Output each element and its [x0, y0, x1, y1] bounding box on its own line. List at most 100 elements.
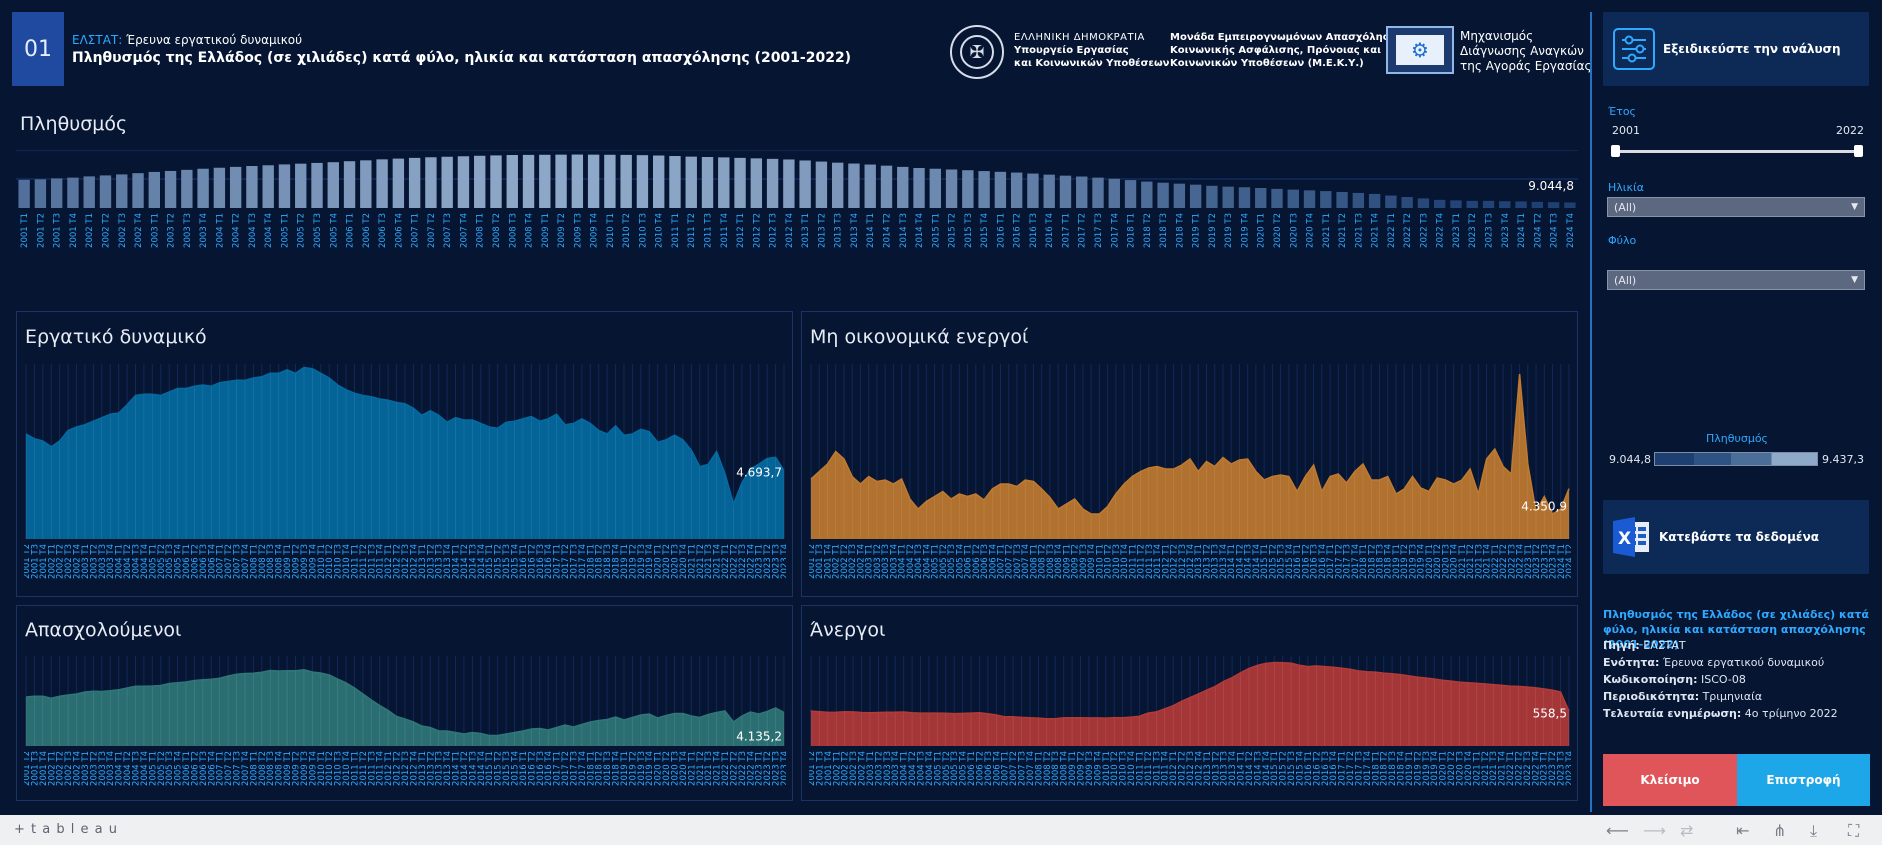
x-tick-label: 2017 T1 [1338, 751, 1348, 786]
x-tick-label: 2011 T4 [1161, 751, 1171, 786]
download-icon[interactable]: ⤓ [1810, 821, 1818, 840]
undo-icon[interactable]: ⟵ [1606, 821, 1629, 840]
bar [246, 166, 258, 208]
bar [229, 166, 242, 208]
x-tick-label: 2003 T1 [150, 213, 160, 248]
x-tick-label: 2011 T4 [1153, 544, 1163, 579]
fullscreen-icon[interactable]: ⛶ [1848, 821, 1860, 840]
ministry-line: ΕΛΛΗΝΙΚΗ ΔΗΜΟΚΡΑΤΙΑ [1014, 32, 1145, 43]
bar [1141, 181, 1153, 208]
info-value: 4ο τρίμηνο 2022 [1741, 707, 1838, 720]
bar [1499, 201, 1511, 208]
x-tick-label: 2009 T3 [1085, 751, 1095, 786]
x-tick-label: 2010 T4 [655, 213, 665, 248]
x-tick-label: 2018 T3 [603, 544, 613, 579]
bar [1547, 202, 1560, 208]
x-tick-label: 2016 T3 [1310, 544, 1320, 579]
info-item: Τελευταία ενημέρωση: 4ο τρίμηνο 2022 [1603, 705, 1873, 722]
sex-dropdown[interactable]: (All) ▼ [1607, 270, 1865, 290]
bar [669, 156, 681, 208]
redo-icon[interactable]: ⟶ [1643, 821, 1666, 840]
x-tick-label: 2012 T1 [1169, 751, 1179, 786]
bar [1173, 183, 1186, 208]
x-tick-label: 2023 T3 [1557, 751, 1567, 786]
x-tick-label: 2014 T4 [477, 751, 487, 786]
download-data-button[interactable]: X Κατεβάστε τα δεδομένα [1603, 500, 1869, 574]
x-tick-label: 2023 T1 [755, 751, 765, 786]
x-tick-label: 2011 T3 [1145, 544, 1155, 579]
x-tick-label: 2006 T3 [984, 751, 994, 786]
x-tick-label: 2020 T2 [1273, 213, 1283, 248]
year-slider-min-handle[interactable] [1611, 145, 1620, 157]
back-button[interactable]: Επιστροφή [1737, 754, 1870, 806]
x-tick-label: 2002 T1 [47, 544, 57, 579]
x-tick-label: 2022 T4 [1531, 751, 1541, 786]
x-tick-label: 2016 T4 [544, 544, 554, 579]
x-tick-label: 2023 T3 [1540, 544, 1550, 579]
x-tick-label: 2002 T2 [101, 213, 111, 248]
x-tick-label: 2009 T3 [573, 213, 583, 248]
x-tick-label: 2003 T3 [183, 213, 193, 248]
refine-analysis-button[interactable]: Εξειδικεύστε την ανάλυση [1603, 12, 1869, 86]
inactive-chart-title: Μη οικονομικά ενεργοί [810, 326, 1029, 348]
x-tick-label: 2004 T1 [898, 544, 908, 579]
x-tick-label: 2001 T2 [809, 544, 817, 579]
x-tick-label: 2014 T4 [1252, 544, 1262, 579]
x-tick-label: 2004 T1 [115, 544, 125, 579]
x-tick-label: 2010 T2 [1110, 751, 1120, 786]
bar [213, 167, 226, 208]
x-tick-label: 2019 T2 [628, 751, 638, 786]
info-key: Τελευταία ενημέρωση: [1603, 707, 1742, 720]
first-page-icon[interactable]: ⇤ [1736, 821, 1750, 840]
share-icon[interactable]: ⋔ [1773, 821, 1787, 840]
x-tick-label: 2015 T4 [1285, 544, 1295, 579]
unit-line: Μονάδα Εμπειρογνωμόνων Απασχόλησης, [1170, 32, 1408, 43]
x-tick-label: 2014 T3 [1253, 751, 1263, 786]
bar [1401, 197, 1413, 208]
age-dropdown[interactable]: (All) ▼ [1607, 197, 1865, 217]
bar [1059, 175, 1072, 208]
x-tick-label: 2010 T3 [334, 544, 344, 579]
bar [750, 158, 763, 208]
x-tick-label: 2021 T3 [704, 751, 714, 786]
x-tick-label: 2008 T4 [1060, 751, 1070, 786]
x-tick-label: 2009 T4 [308, 751, 318, 786]
x-tick-label: 2022 T1 [721, 544, 731, 579]
x-tick-label: 2019 T4 [645, 544, 655, 579]
x-tick-label: 2013 T1 [1203, 751, 1213, 786]
year-slider-max-handle[interactable] [1854, 145, 1863, 157]
revert-icon[interactable]: ⇄ [1680, 821, 1694, 840]
x-tick-label: 2014 T4 [477, 544, 487, 579]
x-tick-label: 2023 T2 [763, 544, 773, 579]
x-tick-label: 2022 T2 [729, 544, 739, 579]
x-tick-label: 2022 T4 [746, 544, 756, 579]
x-tick-label: 2018 T2 [595, 751, 605, 786]
x-tick-label: 2023 T2 [1548, 751, 1558, 786]
x-tick-label: 2010 T4 [342, 544, 352, 579]
x-tick-label: 2005 T1 [933, 751, 943, 786]
x-tick-label: 2009 T1 [283, 544, 293, 579]
x-tick-label: 2006 T1 [182, 751, 192, 786]
x-tick-label: 2012 T1 [384, 544, 394, 579]
x-tick-label: 2011 T2 [359, 751, 369, 786]
bar [1027, 173, 1039, 208]
bar [116, 174, 128, 208]
x-tick-label: 2019 T4 [1240, 213, 1250, 248]
bar [620, 154, 632, 208]
population-chart[interactable]: 2001 T1 2001 T2 2001 T3 2001 T4 2002 T1 2002 … [16, 150, 1578, 292]
x-tick-label: 2019 T4 [1430, 751, 1440, 786]
x-tick-label: 2022 T3 [738, 751, 748, 786]
close-button[interactable]: Κλείσιμο [1603, 754, 1737, 806]
x-tick-label: 2014 T1 [1237, 751, 1247, 786]
bar [132, 173, 144, 208]
last-value-label: 9.044,8 [1528, 179, 1574, 193]
year-slider-track[interactable] [1616, 150, 1858, 153]
x-tick-label: 2021 T4 [713, 544, 723, 579]
x-tick-label: 2015 T4 [510, 544, 520, 579]
x-tick-label: 2016 T1 [996, 213, 1006, 248]
bar [1352, 192, 1365, 208]
